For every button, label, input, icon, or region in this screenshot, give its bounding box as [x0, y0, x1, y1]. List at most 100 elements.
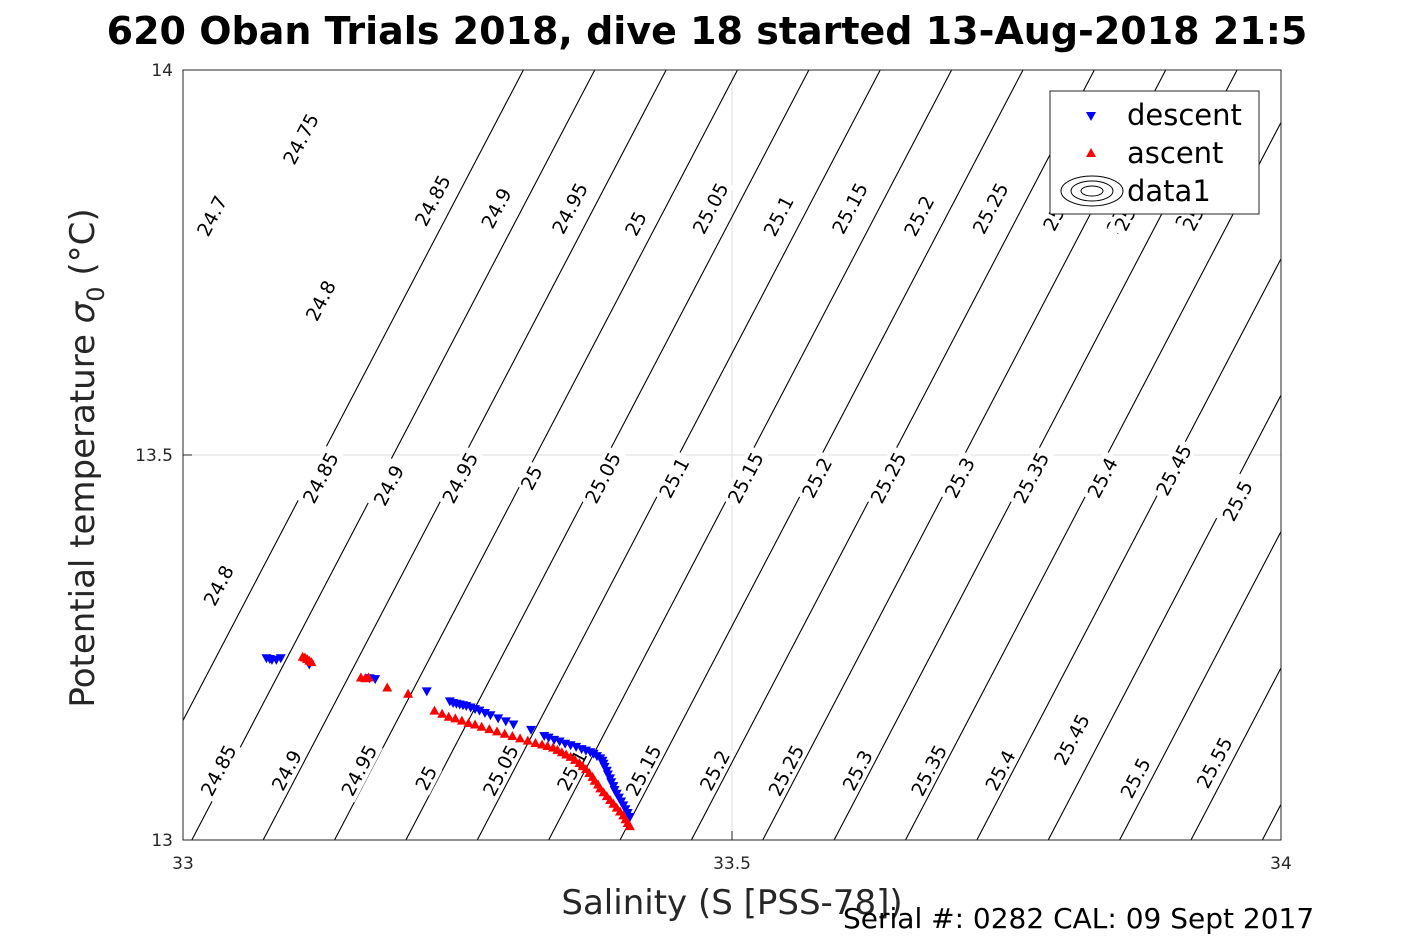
contour-label-bg [194, 738, 243, 803]
contour-label-bg [578, 445, 627, 510]
contour-label-bg [686, 176, 735, 241]
contour-label-bg [762, 738, 810, 803]
legend: descent ascent data1 [1049, 90, 1260, 215]
contour-label-bg [197, 558, 240, 613]
grid-lines [183, 70, 1281, 840]
contour-label-bg [265, 742, 308, 798]
descent-point [474, 706, 485, 716]
ascent-point [537, 739, 548, 749]
y-axis-label-subscript: 0 [82, 286, 110, 301]
ascent-point [456, 715, 467, 725]
contour-line-24-75 [191, 70, 596, 840]
contour-label-bg [515, 460, 548, 496]
y-tick-label: 13.5 [135, 446, 173, 466]
contour-label-bg [367, 458, 410, 513]
contour-label-bg [904, 738, 953, 803]
descent-point [275, 654, 286, 664]
legend-box [1049, 90, 1260, 215]
ascent-point [522, 735, 533, 745]
contour-label-bg [1006, 445, 1055, 510]
descent-point [624, 812, 635, 822]
contour-line-24-85 [334, 70, 738, 840]
ascent-point [463, 717, 474, 727]
descent-point [493, 714, 504, 724]
contour-label-bg [619, 738, 668, 803]
contour-label-bg [409, 760, 443, 796]
contour-label-bg [836, 742, 879, 798]
contour-label-bg [276, 106, 325, 171]
legend-ascent-marker [1086, 148, 1096, 157]
legend-descent-marker [1086, 112, 1096, 121]
contour-line-25-55 [1334, 70, 1417, 840]
axis-ticks: 33 33.5 34 13 13.5 14 [135, 61, 1292, 874]
ascent-point [542, 741, 553, 751]
y-axis-label-sigma: σ [63, 300, 103, 323]
ascent-point [403, 688, 414, 698]
descent-point [571, 742, 582, 752]
chart-title: 620 Oban Trials 2018, dive 18 started 13… [107, 9, 1308, 53]
contour-line-25-4 [1119, 530, 1281, 840]
ascent-point [437, 708, 448, 718]
descent-point [485, 711, 496, 721]
contour-label-bg [1149, 437, 1198, 503]
contour-line-25-45 [1190, 666, 1281, 840]
ascent-point [470, 719, 481, 729]
descent-point [526, 725, 537, 735]
contour-label-bg [296, 445, 345, 510]
contour-label-bg [1215, 473, 1259, 528]
ascent-point [484, 724, 495, 734]
contour-label-bg [299, 273, 342, 328]
ascent-point [450, 713, 461, 723]
contour-label-bg [652, 450, 696, 505]
y-axis-label-main: Potential temperature [63, 323, 103, 707]
ascent-point [443, 711, 454, 721]
legend-data1-label: data1 [1127, 174, 1211, 208]
descent-point [543, 733, 554, 743]
legend-contour-icon [1060, 175, 1124, 207]
legend-ascent-label: ascent [1127, 136, 1223, 170]
ascent-point [624, 821, 635, 831]
data-points [261, 651, 635, 831]
ascent-point [492, 726, 503, 736]
contour-label-bg [938, 450, 981, 505]
contour-label-bg [756, 188, 800, 244]
x-tick-label: 34 [1270, 854, 1292, 874]
contour-label-bg [408, 168, 457, 233]
contour-label-bg [795, 450, 839, 505]
contour-label-bg [1080, 450, 1124, 505]
descent-point [479, 708, 490, 718]
y-tick-label: 13 [151, 831, 173, 851]
x-tick-label: 33 [172, 854, 194, 874]
descent-point [370, 675, 381, 685]
contour-label-bg [1190, 730, 1239, 795]
contour-label-bg [864, 445, 913, 510]
contour-label-bg [978, 742, 1022, 798]
ascent-point [382, 682, 393, 692]
y-axis-label-unit: (°C) [63, 208, 103, 286]
contour-label-bg [550, 742, 594, 798]
contour-line-25-5 [1261, 803, 1281, 840]
ascent-point [476, 721, 487, 731]
contour-label-bg [436, 445, 484, 510]
contour-label-bg [335, 738, 383, 803]
descent-point [500, 717, 511, 727]
serial-cal-footer: Serial #: 0282 CAL: 09 Sept 2017 [843, 902, 1314, 935]
contour-label-bg [474, 180, 518, 236]
descent-point [421, 687, 432, 697]
contour-label-bg [693, 742, 736, 798]
descent-point [554, 737, 565, 747]
contour-label-bg [1113, 750, 1157, 806]
contour-line-25-35 [1047, 394, 1281, 840]
y-tick-label: 14 [151, 61, 173, 81]
y-axis-label: Potential temperature σ0 (°C) [63, 208, 110, 707]
contour-label-bg [966, 176, 1015, 241]
ascent-point [499, 728, 510, 738]
x-axis-label: Salinity (S [PSS-78]) [561, 883, 902, 923]
contour-label-bg [619, 206, 652, 242]
contour-label-bg [190, 188, 234, 244]
ascent-point [515, 733, 526, 743]
ascent-point [363, 672, 374, 682]
contour-label-bg [897, 188, 941, 244]
contour-label-bg [825, 176, 874, 241]
